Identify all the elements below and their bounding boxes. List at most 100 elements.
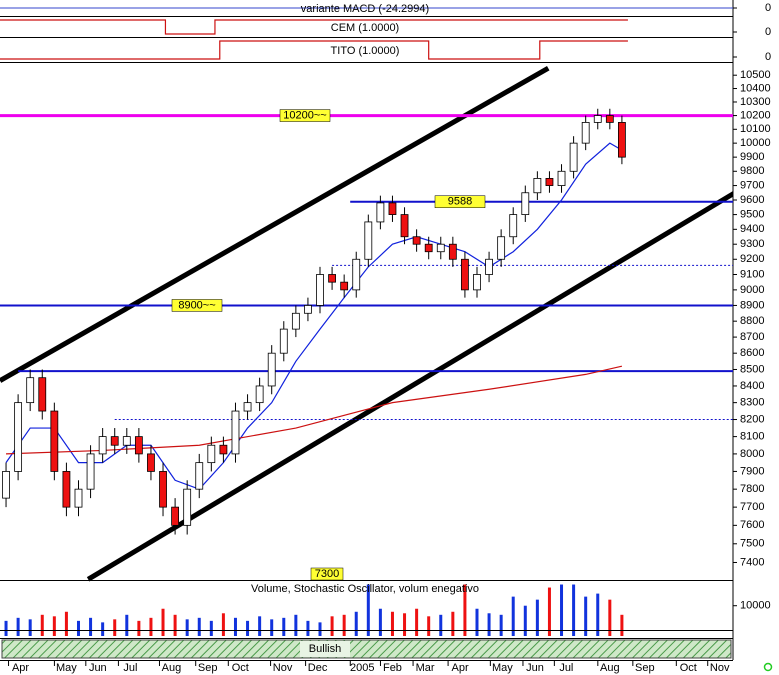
volume-bar	[221, 613, 225, 636]
volume-bar	[439, 614, 443, 636]
y-tick-label: 10000	[740, 137, 771, 149]
volume-bar	[306, 620, 310, 636]
volume-bar	[209, 620, 213, 636]
candle-body	[74, 488, 83, 508]
signal-label: Bullish	[309, 643, 341, 655]
candle-body	[110, 436, 119, 446]
y-tick-label: 7900	[740, 465, 764, 477]
volume-bar	[125, 614, 129, 636]
x-tick-label: Aug	[162, 662, 182, 674]
x-tick-label: Apr	[12, 662, 29, 674]
candle-body	[98, 436, 107, 455]
y-tick-label: 8500	[740, 363, 764, 375]
volume-bar	[246, 620, 250, 636]
candle-body	[304, 305, 312, 314]
volume-bar	[161, 608, 165, 636]
volume-bar	[40, 614, 44, 636]
level-label: 10200~~	[283, 109, 326, 121]
y-tick-label: 10500	[740, 69, 771, 81]
candle-body	[134, 436, 143, 455]
level-label-bg	[279, 109, 331, 122]
x-tick-label: Jun	[526, 662, 544, 674]
y-tick-label: 8600	[740, 347, 764, 359]
signal-band	[1, 639, 732, 659]
trendline	[86, 190, 733, 582]
candle-body	[38, 377, 47, 412]
volume-bar	[233, 617, 237, 636]
y-tick-label: 9800	[740, 165, 764, 177]
status-icon	[763, 662, 773, 672]
volume-bar	[28, 619, 32, 636]
x-tick-label: Dec	[308, 662, 328, 674]
signal-label-bg	[300, 641, 350, 657]
candle-body	[291, 312, 300, 330]
volume-bar	[511, 596, 515, 636]
floor-label-bg	[310, 567, 344, 581]
y-tick-label: 9300	[740, 238, 764, 250]
candle-body	[461, 258, 469, 291]
candle-body	[388, 202, 397, 215]
candle-body	[219, 444, 228, 455]
volume-bar	[547, 587, 551, 636]
candle-body	[593, 115, 602, 123]
candle-body	[50, 410, 59, 472]
x-tick-label: Sep	[198, 662, 218, 674]
volume-bar	[52, 616, 56, 636]
candle-body	[412, 236, 421, 245]
volume-bar	[535, 599, 539, 636]
candle-body	[26, 377, 35, 404]
volume-bar	[4, 620, 8, 636]
indicator-line	[0, 19, 628, 35]
y-tick-label: 10100	[740, 123, 771, 135]
x-tick-label: Apr	[452, 662, 469, 674]
candle-body	[195, 462, 204, 490]
y-tick-label: 9700	[740, 179, 764, 191]
y-tick-label: 0	[765, 51, 771, 63]
x-tick-label: 2005	[350, 662, 374, 674]
volume-bar	[342, 614, 346, 636]
level-label-bg	[171, 299, 223, 312]
volume-bar	[137, 620, 141, 636]
volume-bar	[354, 611, 358, 636]
y-tick-label: 7600	[740, 519, 764, 531]
y-tick-label: 9600	[740, 194, 764, 206]
x-tick-label: Jul	[559, 662, 573, 674]
y-tick-label: 9200	[740, 253, 764, 265]
volume-bar	[487, 613, 491, 636]
candle-body	[485, 258, 493, 275]
level-label: 9588	[448, 196, 472, 208]
candle-body	[521, 192, 530, 215]
candle-body	[581, 122, 590, 144]
y-tick-label: 7800	[740, 483, 764, 495]
candle-body	[448, 243, 457, 260]
y-tick-label: 8100	[740, 431, 764, 443]
y-tick-label: 0	[765, 26, 771, 38]
candle-body	[122, 436, 131, 446]
volume-bar	[560, 584, 564, 636]
x-tick-label: Nov	[710, 662, 730, 674]
candle-body	[340, 281, 349, 291]
candle-body	[2, 471, 10, 499]
candle-body	[86, 453, 95, 490]
candle-body	[62, 471, 71, 508]
y-tick-label: 9000	[740, 284, 764, 296]
indicator-title: variante MACD (-24.2994)	[301, 3, 429, 15]
moving-average	[6, 365, 623, 455]
x-tick-label: May	[492, 662, 513, 674]
candle-body	[605, 115, 614, 123]
level-label: 8900~~	[178, 299, 215, 311]
x-tick-label: Feb	[383, 662, 402, 674]
candle-body	[533, 178, 542, 194]
x-tick-label: Jul	[123, 662, 137, 674]
volume-bar	[608, 599, 612, 636]
candle-body	[557, 170, 566, 186]
candle-body	[267, 352, 276, 387]
volume-bar	[64, 611, 68, 636]
y-tick-label: 9100	[740, 268, 764, 280]
candle-body	[147, 453, 155, 472]
volume-bar	[173, 614, 177, 636]
candle-body	[376, 202, 385, 223]
candle-body	[255, 385, 264, 404]
y-tick-label: 8700	[740, 331, 764, 343]
